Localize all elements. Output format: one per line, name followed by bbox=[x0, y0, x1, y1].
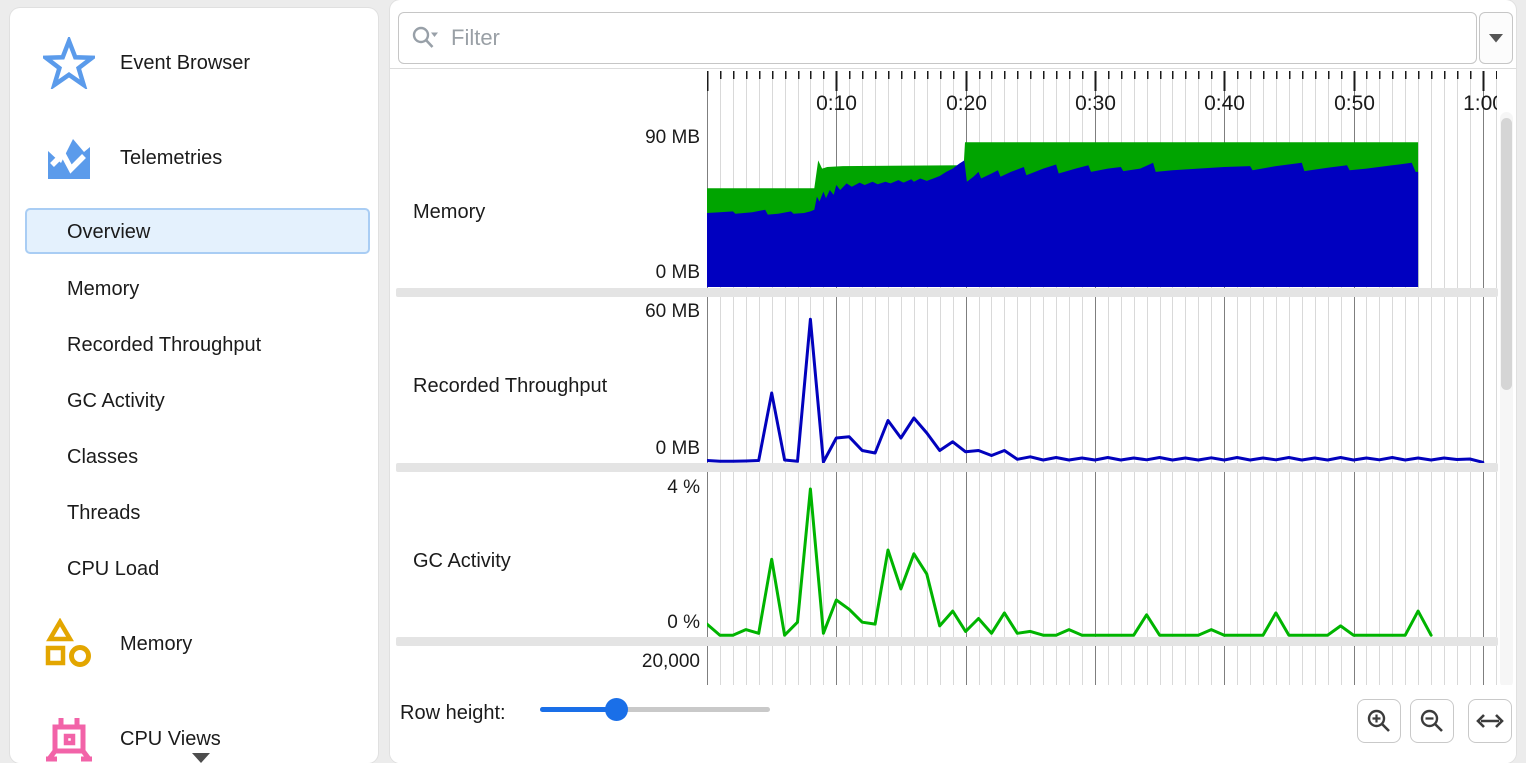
filter-input[interactable] bbox=[449, 24, 1476, 52]
telemetry-charts-area: 0:10 0:20 0:30 0:40 0:50 1:00 Memory 90 MB 0 … bbox=[390, 70, 1516, 685]
zoom-in-icon bbox=[1367, 709, 1390, 732]
sidebar-item-memory[interactable]: Memory bbox=[10, 268, 378, 310]
vertical-scrollbar[interactable] bbox=[1500, 112, 1513, 688]
chart-title: Recorded Throughput bbox=[413, 375, 608, 397]
sidebar-item-gc-activity[interactable]: GC Activity bbox=[10, 380, 378, 422]
memory-chart[interactable] bbox=[707, 115, 1497, 288]
filter-dropdown-button[interactable] bbox=[1479, 12, 1513, 64]
sidebar-item-label: CPU Views bbox=[120, 727, 221, 750]
svg-text:0:10: 0:10 bbox=[816, 92, 857, 115]
recorded-throughput-chart[interactable] bbox=[707, 297, 1497, 463]
sidebar-item-recorded-throughput[interactable]: Recorded Throughput bbox=[10, 324, 378, 366]
y-axis-max-label: 90 MB bbox=[645, 127, 700, 148]
horizontal-arrows-icon bbox=[1476, 714, 1504, 728]
bottom-toolbar: Row height: bbox=[390, 685, 1516, 763]
sidebar-item-label: Memory bbox=[67, 277, 140, 300]
gc-activity-chart[interactable] bbox=[707, 472, 1497, 637]
filter-box bbox=[398, 12, 1477, 64]
slider-track[interactable] bbox=[540, 707, 770, 712]
y-axis-zero-label: 0 MB bbox=[655, 438, 700, 459]
sidebar-item-label: CPU Load bbox=[67, 557, 160, 580]
scrollbar-thumb[interactable] bbox=[1501, 118, 1512, 390]
gc-activity-chart-row: GC Activity 4 % 0 % bbox=[390, 472, 1516, 637]
zoom-out-button[interactable] bbox=[1410, 699, 1454, 743]
zoom-out-icon bbox=[1420, 709, 1443, 732]
sidebar-item-label: Memory bbox=[120, 632, 193, 655]
sidebar-item-telemetries[interactable]: Telemetries bbox=[10, 131, 378, 185]
fit-horizontal-button[interactable] bbox=[1468, 699, 1512, 743]
sidebar-item-overview[interactable]: Overview bbox=[10, 208, 378, 256]
sidebar-item-label: Telemetries bbox=[120, 146, 223, 169]
slider-thumb[interactable] bbox=[605, 698, 628, 721]
sidebar-item-threads[interactable]: Threads bbox=[10, 492, 378, 534]
y-axis-max-label: 4 % bbox=[667, 477, 700, 498]
sidebar-item-label: Overview bbox=[67, 220, 151, 243]
chevron-down-icon[interactable] bbox=[191, 752, 211, 763]
y-axis-max-label: 60 MB bbox=[645, 301, 700, 322]
classes-chart[interactable] bbox=[707, 646, 1497, 685]
row-height-label: Row height: bbox=[400, 702, 506, 724]
row-separator[interactable] bbox=[396, 463, 1498, 472]
chart-title: GC Activity bbox=[413, 550, 511, 572]
telemetries-overview-panel: 0:10 0:20 0:30 0:40 0:50 1:00 Memory 90 MB 0 … bbox=[390, 0, 1516, 763]
memory-shapes-icon bbox=[45, 618, 91, 667]
row-separator[interactable] bbox=[396, 637, 1498, 646]
sidebar-item-cpu-load[interactable]: CPU Load bbox=[10, 548, 378, 590]
sidebar-item-memory-views[interactable]: Memory bbox=[10, 616, 378, 672]
sidebar-item-label: Recorded Throughput bbox=[67, 333, 262, 356]
selection-highlight bbox=[25, 208, 370, 254]
svg-text:0:20: 0:20 bbox=[946, 92, 987, 115]
classes-chart-row-partial: 20,000 bbox=[390, 646, 1516, 685]
chevron-down-icon bbox=[1489, 33, 1503, 42]
sidebar-item-label: Threads bbox=[67, 501, 141, 524]
row-height-slider[interactable] bbox=[540, 695, 770, 723]
sidebar-item-cpu-views[interactable]: CPU Views bbox=[10, 711, 378, 763]
star-icon bbox=[43, 37, 95, 89]
memory-chart-row: Memory 90 MB 0 MB bbox=[390, 115, 1516, 288]
svg-text:1:00: 1:00 bbox=[1463, 92, 1497, 115]
sidebar-item-event-browser[interactable]: Event Browser bbox=[10, 36, 378, 90]
y-axis-zero-label: 0 % bbox=[667, 612, 700, 633]
zoom-in-button[interactable] bbox=[1357, 699, 1401, 743]
time-axis-ruler: 0:10 0:20 0:30 0:40 0:50 1:00 bbox=[707, 71, 1497, 115]
cpu-chip-icon bbox=[46, 718, 92, 762]
search-filter-icon[interactable] bbox=[411, 24, 441, 52]
svg-text:0:30: 0:30 bbox=[1075, 92, 1116, 115]
slider-fill bbox=[540, 707, 616, 712]
telemetry-chart-icon bbox=[48, 139, 90, 179]
row-separator[interactable] bbox=[396, 288, 1498, 297]
throughput-chart-row: Recorded Throughput 60 MB 0 MB bbox=[390, 297, 1516, 463]
sidebar-item-label: Event Browser bbox=[120, 51, 251, 74]
svg-text:0:40: 0:40 bbox=[1204, 92, 1245, 115]
divider bbox=[390, 68, 1516, 69]
chart-title: Memory bbox=[413, 201, 486, 223]
sidebar: Event Browser Telemetries Overview Memor… bbox=[10, 8, 378, 763]
y-axis-max-label: 20,000 bbox=[641, 651, 700, 672]
svg-text:0:50: 0:50 bbox=[1334, 92, 1375, 115]
sidebar-item-classes[interactable]: Classes bbox=[10, 436, 378, 478]
sidebar-item-label: Classes bbox=[67, 445, 139, 468]
sidebar-item-label: GC Activity bbox=[67, 389, 165, 412]
y-axis-zero-label: 0 MB bbox=[655, 262, 700, 283]
